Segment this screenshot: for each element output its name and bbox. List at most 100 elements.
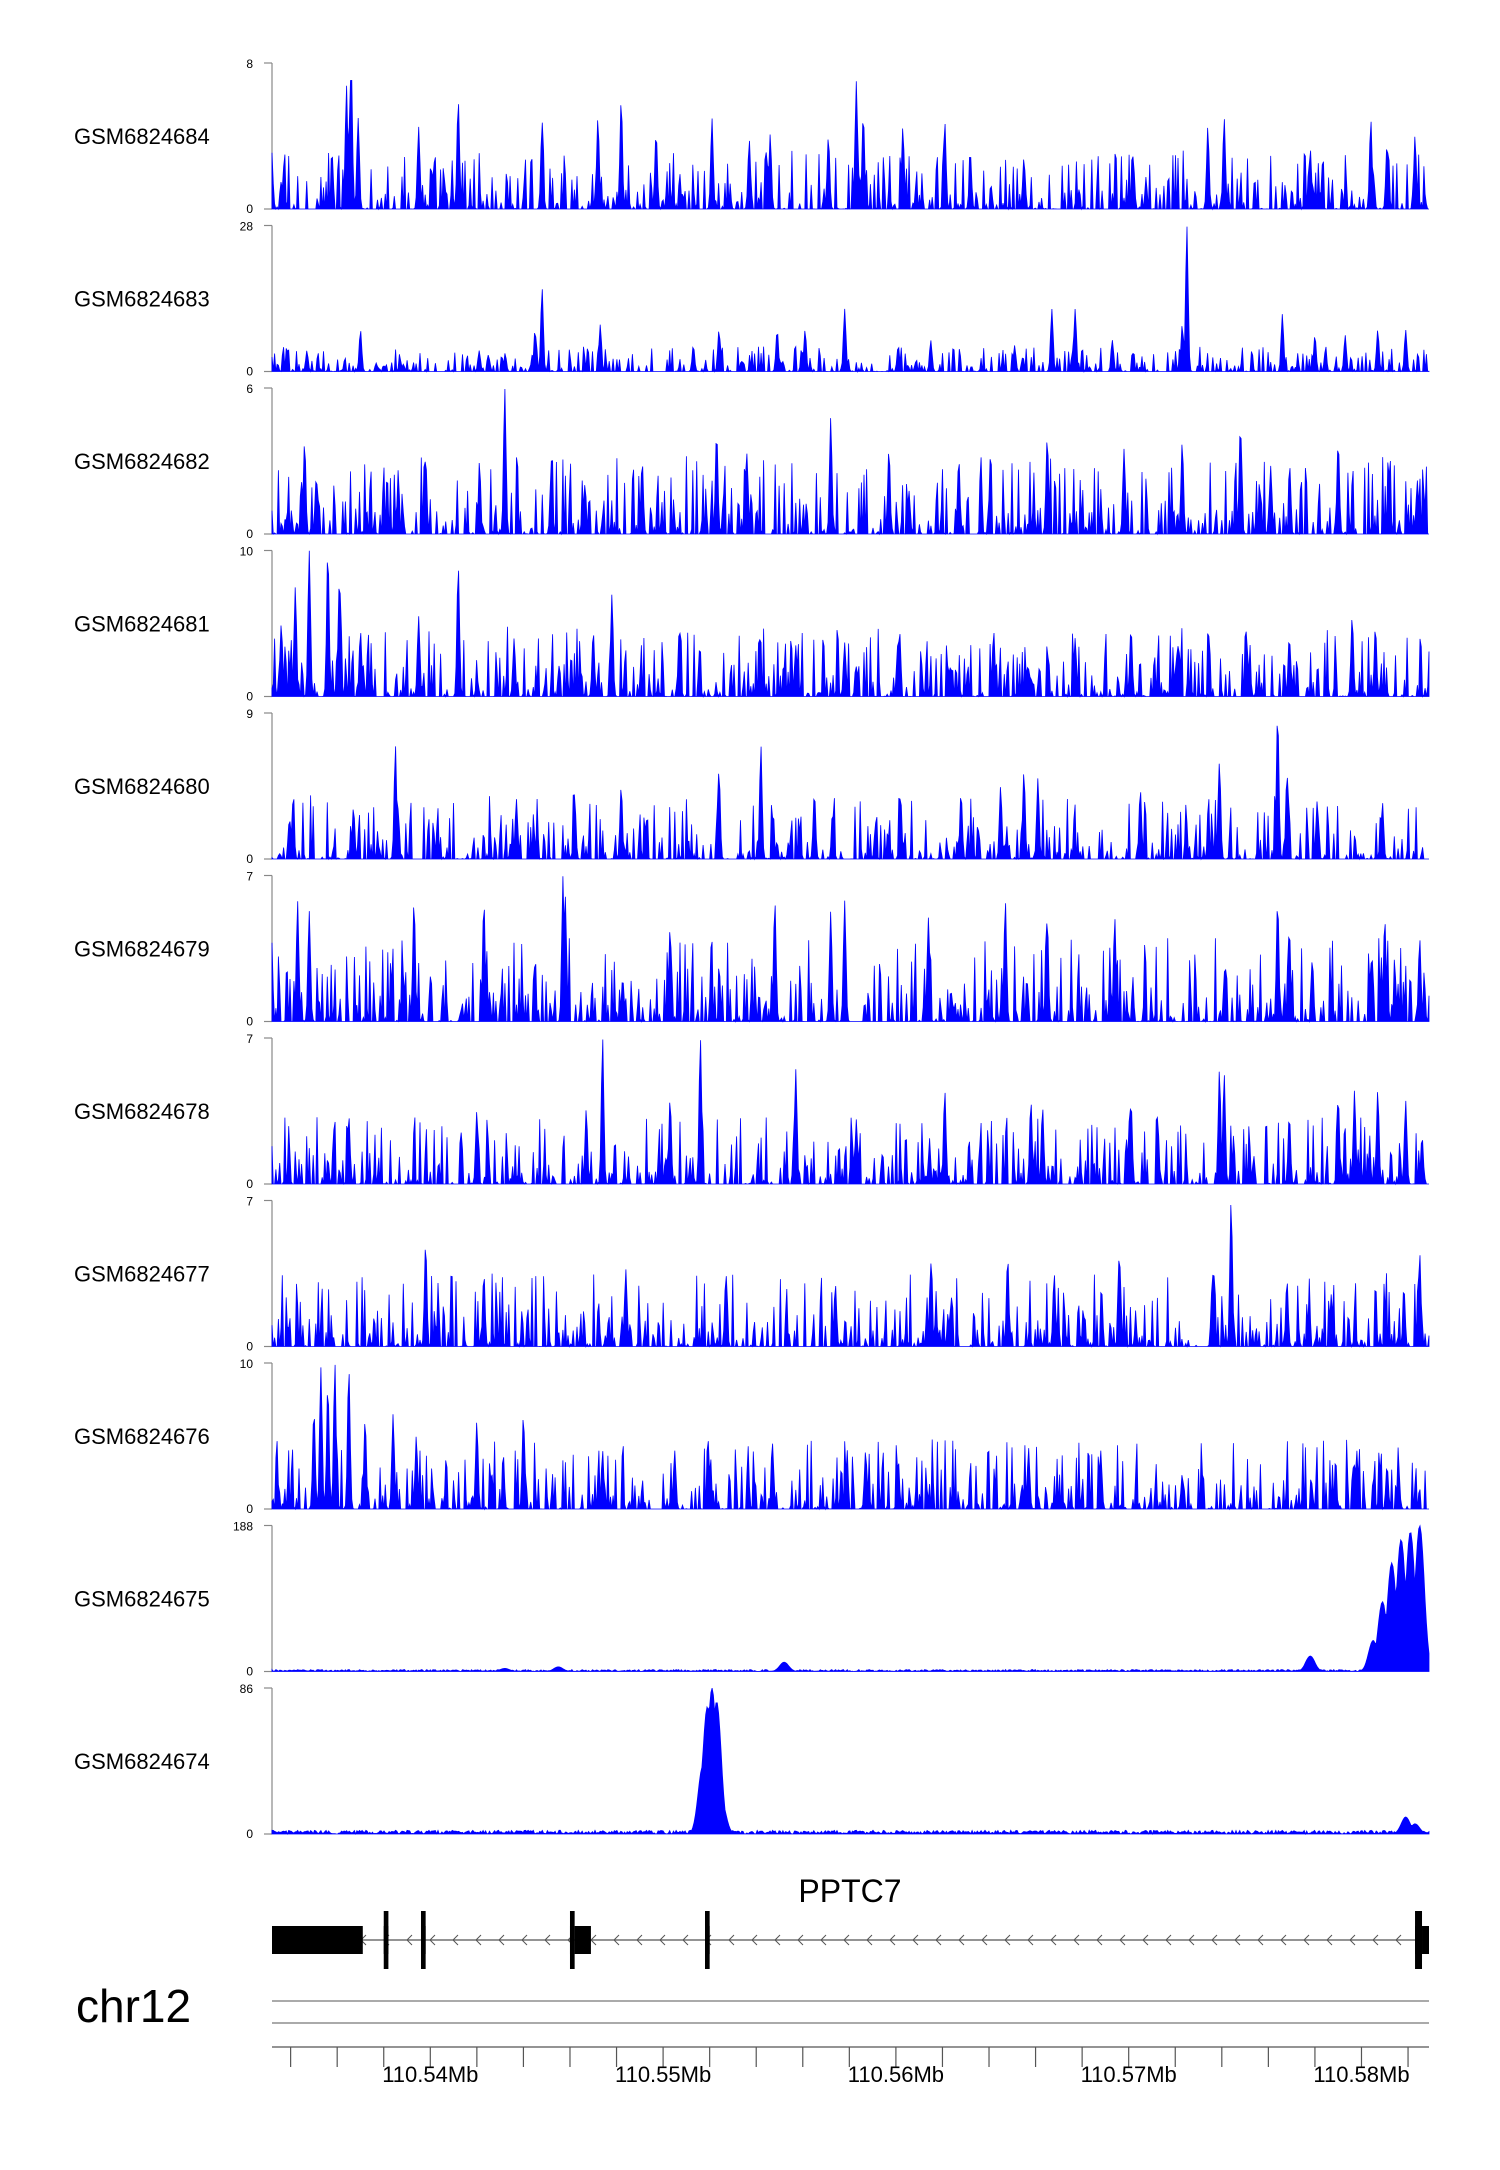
track-label: GSM6824677: [74, 1262, 210, 1287]
strand-chevron: [636, 1934, 643, 1946]
track-label: GSM6824683: [74, 287, 210, 312]
track-label: GSM6824680: [74, 774, 210, 799]
y-max-label: 7: [246, 1195, 253, 1209]
track-label: GSM6824678: [74, 1099, 210, 1124]
strand-chevron: [958, 1934, 965, 1946]
strand-chevron: [1211, 1934, 1218, 1946]
strand-chevron: [1027, 1934, 1034, 1946]
gene-track: PPTC7: [272, 1873, 1429, 1969]
gene-exon: [574, 1926, 591, 1954]
gene-name-label: PPTC7: [798, 1873, 901, 1909]
strand-chevron: [1165, 1934, 1172, 1946]
strand-chevron: [843, 1934, 850, 1946]
strand-chevron: [1395, 1934, 1402, 1946]
y-max-label: 10: [240, 545, 254, 559]
x-tick-label: 110.55Mb: [615, 2062, 711, 2087]
coverage-area: [271, 226, 1430, 374]
strand-chevron: [912, 1934, 919, 1946]
strand-chevron: [1349, 1934, 1356, 1946]
strand-chevron: [406, 1934, 413, 1946]
strand-chevron: [682, 1934, 689, 1946]
y-max-label: 9: [246, 707, 253, 721]
strand-chevron: [1234, 1934, 1241, 1946]
strand-chevron: [1326, 1934, 1333, 1946]
strand-chevron: [889, 1934, 896, 1946]
strand-chevron: [1188, 1934, 1195, 1946]
gene-exon-coding: [569, 1911, 575, 1969]
strand-chevron: [1257, 1934, 1264, 1946]
track-label: GSM6824676: [74, 1424, 210, 1449]
y-min-label: 0: [246, 690, 253, 704]
coverage-area: [271, 79, 1429, 211]
strand-chevron: [728, 1934, 735, 1946]
track-GSM6824684: GSM6824684 8 0: [74, 57, 1429, 216]
y-min-label: 0: [246, 1827, 253, 1841]
strand-chevron: [429, 1934, 436, 1946]
strand-chevron: [544, 1934, 551, 1946]
coverage-area: [271, 876, 1430, 1023]
track-GSM6824682: GSM6824682 6 0: [74, 382, 1429, 541]
strand-chevron: [1372, 1934, 1379, 1946]
y-min-label: 0: [246, 365, 253, 379]
strand-chevron: [981, 1934, 988, 1946]
coverage-tracks: GSM682468480GSM6824683280GSM682468260GSM…: [74, 57, 1430, 1841]
strand-chevron: [613, 1934, 620, 1946]
y-min-label: 0: [246, 852, 253, 866]
strand-chevron: [521, 1934, 528, 1946]
strand-chevron: [498, 1934, 505, 1946]
strand-chevron: [774, 1934, 781, 1946]
x-tick-label: 110.57Mb: [1081, 2062, 1177, 2087]
coverage-area: [271, 1364, 1429, 1511]
y-min-label: 0: [246, 202, 253, 216]
y-min-label: 0: [246, 527, 253, 541]
y-min-label: 0: [246, 1340, 253, 1354]
y-max-label: 86: [240, 1682, 254, 1696]
strand-chevron: [820, 1934, 827, 1946]
track-label: GSM6824684: [74, 124, 210, 149]
coverage-area: [271, 388, 1429, 536]
track-label: GSM6824674: [74, 1749, 210, 1774]
coverage-area: [271, 1204, 1430, 1349]
strand-chevron: [452, 1934, 459, 1946]
y-max-label: 6: [246, 382, 253, 396]
chromosome-label: chr12: [76, 1980, 191, 2032]
y-max-label: 188: [233, 1520, 253, 1534]
strand-chevron: [1303, 1934, 1310, 1946]
strand-chevron: [1096, 1934, 1103, 1946]
y-max-label: 7: [246, 1032, 253, 1046]
track-label: GSM6824679: [74, 937, 210, 962]
y-min-label: 0: [246, 1502, 253, 1516]
y-max-label: 7: [246, 870, 253, 884]
track-GSM6824676: GSM6824676 10 0: [74, 1357, 1429, 1516]
strand-chevron: [866, 1934, 873, 1946]
gene-exon-coding: [705, 1911, 710, 1969]
gene-exon-coding: [1415, 1911, 1423, 1969]
x-tick-label: 110.56Mb: [848, 2062, 944, 2087]
coverage-area: [271, 1524, 1430, 1673]
coverage-area: [271, 1687, 1430, 1836]
gene-exon: [272, 1926, 363, 1954]
gene-exon-coding: [383, 1911, 389, 1969]
genome-axis: chr12 110.54Mb 110.55Mb 110.56Mb 110.57Mb 11…: [76, 1980, 1429, 2087]
x-tick-label: 110.58Mb: [1313, 2062, 1409, 2087]
track-GSM6824680: GSM6824680 9 0: [74, 707, 1429, 866]
strand-chevron: [1050, 1934, 1057, 1946]
y-max-label: 10: [240, 1357, 254, 1371]
track-GSM6824674: GSM6824674 86 0: [74, 1682, 1430, 1841]
y-min-label: 0: [246, 1177, 253, 1191]
y-max-label: 8: [246, 57, 253, 71]
y-max-label: 28: [240, 220, 254, 234]
coverage-area: [271, 1039, 1429, 1186]
y-min-label: 0: [246, 1015, 253, 1029]
track-GSM6824677: GSM6824677 7 0: [74, 1195, 1430, 1354]
strand-chevron: [475, 1934, 482, 1946]
strand-chevron: [1073, 1934, 1080, 1946]
strand-chevron: [659, 1934, 666, 1946]
strand-chevron: [1119, 1934, 1126, 1946]
track-GSM6824675: GSM6824675 188 0: [74, 1520, 1430, 1679]
strand-chevron: [797, 1934, 804, 1946]
gene-exon: [1422, 1926, 1429, 1954]
strand-chevron: [751, 1934, 758, 1946]
x-tick-label: 110.54Mb: [382, 2062, 478, 2087]
